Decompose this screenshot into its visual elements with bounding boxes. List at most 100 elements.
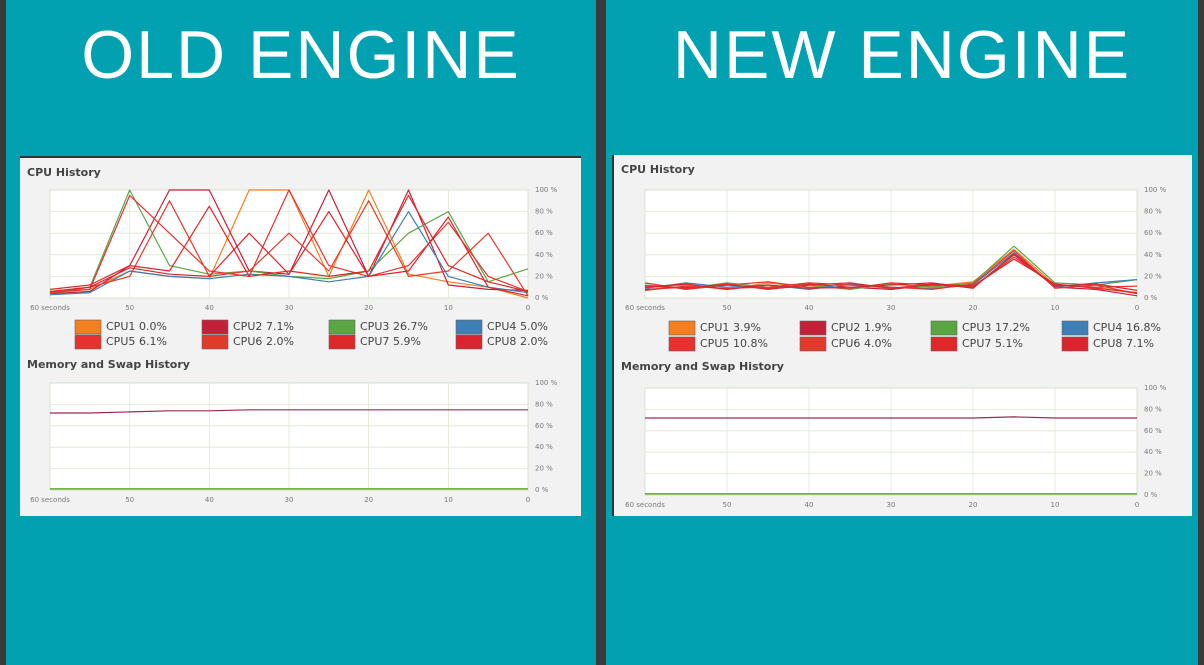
series-line — [49, 211, 529, 297]
legend-label: CPU5 — [700, 337, 729, 350]
legend-swatch — [201, 334, 229, 350]
x-tick-label: 40 — [205, 496, 214, 504]
chart-title: CPU History — [27, 166, 101, 179]
x-tick-label: 10 — [444, 304, 453, 312]
y-tick-label: 20 % — [1144, 272, 1162, 280]
legend-label: CPU8 — [1093, 337, 1122, 350]
legend-value: 5.0% — [520, 320, 548, 333]
legend-value: 6.1% — [139, 335, 167, 348]
y-tick-label: 60 % — [535, 229, 553, 237]
legend-label: CPU5 — [106, 335, 135, 348]
x-tick-label: 10 — [444, 496, 453, 504]
legend-swatch — [668, 336, 696, 352]
y-tick-label: 100 % — [535, 379, 558, 387]
y-tick-label: 20 % — [535, 465, 553, 473]
legend-value: 2.0% — [520, 335, 548, 348]
legend-value: 1.9% — [864, 321, 892, 334]
y-tick-label: 60 % — [1144, 229, 1162, 237]
legend-label: CPU7 — [962, 337, 991, 350]
legend-value: 3.9% — [733, 321, 761, 334]
legend-value: 5.1% — [995, 337, 1023, 350]
legend-label: CPU4 — [487, 320, 516, 333]
x-tick-label: 40 — [805, 304, 814, 312]
x-tick-label: 30 — [887, 304, 896, 312]
y-tick-label: 40 % — [535, 251, 553, 259]
y-tick-label: 40 % — [1144, 251, 1162, 259]
legend-label: CPU6 — [831, 337, 860, 350]
y-tick-label: 60 % — [535, 422, 553, 430]
y-tick-label: 40 % — [535, 443, 553, 451]
y-tick-label: 0 % — [535, 486, 549, 494]
y-tick-label: 20 % — [1144, 470, 1162, 478]
legend-label: CPU8 — [487, 335, 516, 348]
x-tick-label: 50 — [723, 501, 732, 509]
x-tick-label: 30 — [285, 304, 294, 312]
series-line — [645, 416, 1137, 419]
y-tick-label: 80 % — [535, 208, 553, 216]
x-tick-label: 60 seconds — [625, 501, 665, 509]
y-tick-label: 0 % — [535, 294, 549, 302]
legend-swatch — [455, 319, 483, 335]
series-line — [50, 409, 528, 414]
x-tick-label: 50 — [723, 304, 732, 312]
legend-swatch — [799, 320, 827, 336]
legend-swatch — [74, 334, 102, 350]
y-tick-label: 60 % — [1144, 427, 1162, 435]
legend-swatch — [799, 336, 827, 352]
legend-label: CPU2 — [233, 320, 262, 333]
x-tick-label: 40 — [805, 501, 814, 509]
y-tick-label: 100 % — [535, 186, 558, 194]
series-line — [644, 258, 1138, 294]
x-tick-label: 0 — [526, 496, 530, 504]
x-tick-label: 60 seconds — [30, 496, 70, 504]
legend-value: 17.2% — [995, 321, 1030, 334]
x-tick-label: 10 — [1051, 501, 1060, 509]
x-tick-label: 30 — [285, 496, 294, 504]
legend-swatch — [455, 334, 483, 350]
legend-swatch — [201, 319, 229, 335]
x-tick-label: 50 — [125, 496, 134, 504]
legend-value: 4.0% — [864, 337, 892, 350]
legend-value: 0.0% — [139, 320, 167, 333]
x-tick-label: 40 — [205, 304, 214, 312]
legend-label: CPU7 — [360, 335, 389, 348]
y-tick-label: 40 % — [1144, 448, 1162, 456]
y-tick-label: 100 % — [1144, 384, 1167, 392]
x-tick-label: 20 — [364, 496, 373, 504]
legend-label: CPU6 — [233, 335, 262, 348]
y-tick-label: 80 % — [1144, 405, 1162, 413]
series-line — [644, 249, 1138, 295]
x-tick-label: 0 — [1135, 501, 1139, 509]
legend-swatch — [668, 320, 696, 336]
legend-label: CPU1 — [106, 320, 135, 333]
legend-value: 10.8% — [733, 337, 768, 350]
chart-title: Memory and Swap History — [621, 360, 784, 373]
y-tick-label: 0 % — [1144, 294, 1158, 302]
legend-label: CPU3 — [962, 321, 991, 334]
legend-swatch — [1061, 336, 1089, 352]
x-tick-label: 60 seconds — [625, 304, 665, 312]
x-tick-label: 20 — [969, 501, 978, 509]
series-line — [644, 253, 1138, 291]
legend-value: 2.0% — [266, 335, 294, 348]
series-line — [644, 256, 1138, 290]
series-line — [49, 200, 529, 297]
y-tick-label: 100 % — [1144, 186, 1167, 194]
legend-swatch — [328, 334, 356, 350]
series-line — [49, 189, 529, 294]
legend-label: CPU3 — [360, 320, 389, 333]
legend-value: 26.7% — [393, 320, 428, 333]
x-tick-label: 20 — [364, 304, 373, 312]
x-tick-label: 20 — [969, 304, 978, 312]
window-edge — [20, 156, 581, 158]
series-line — [644, 245, 1138, 290]
legend-value: 16.8% — [1126, 321, 1161, 334]
window-edge — [612, 155, 614, 516]
legend-value: 7.1% — [266, 320, 294, 333]
x-tick-label: 0 — [1135, 304, 1139, 312]
y-tick-label: 80 % — [1144, 208, 1162, 216]
legend-label: CPU1 — [700, 321, 729, 334]
legend-swatch — [930, 320, 958, 336]
